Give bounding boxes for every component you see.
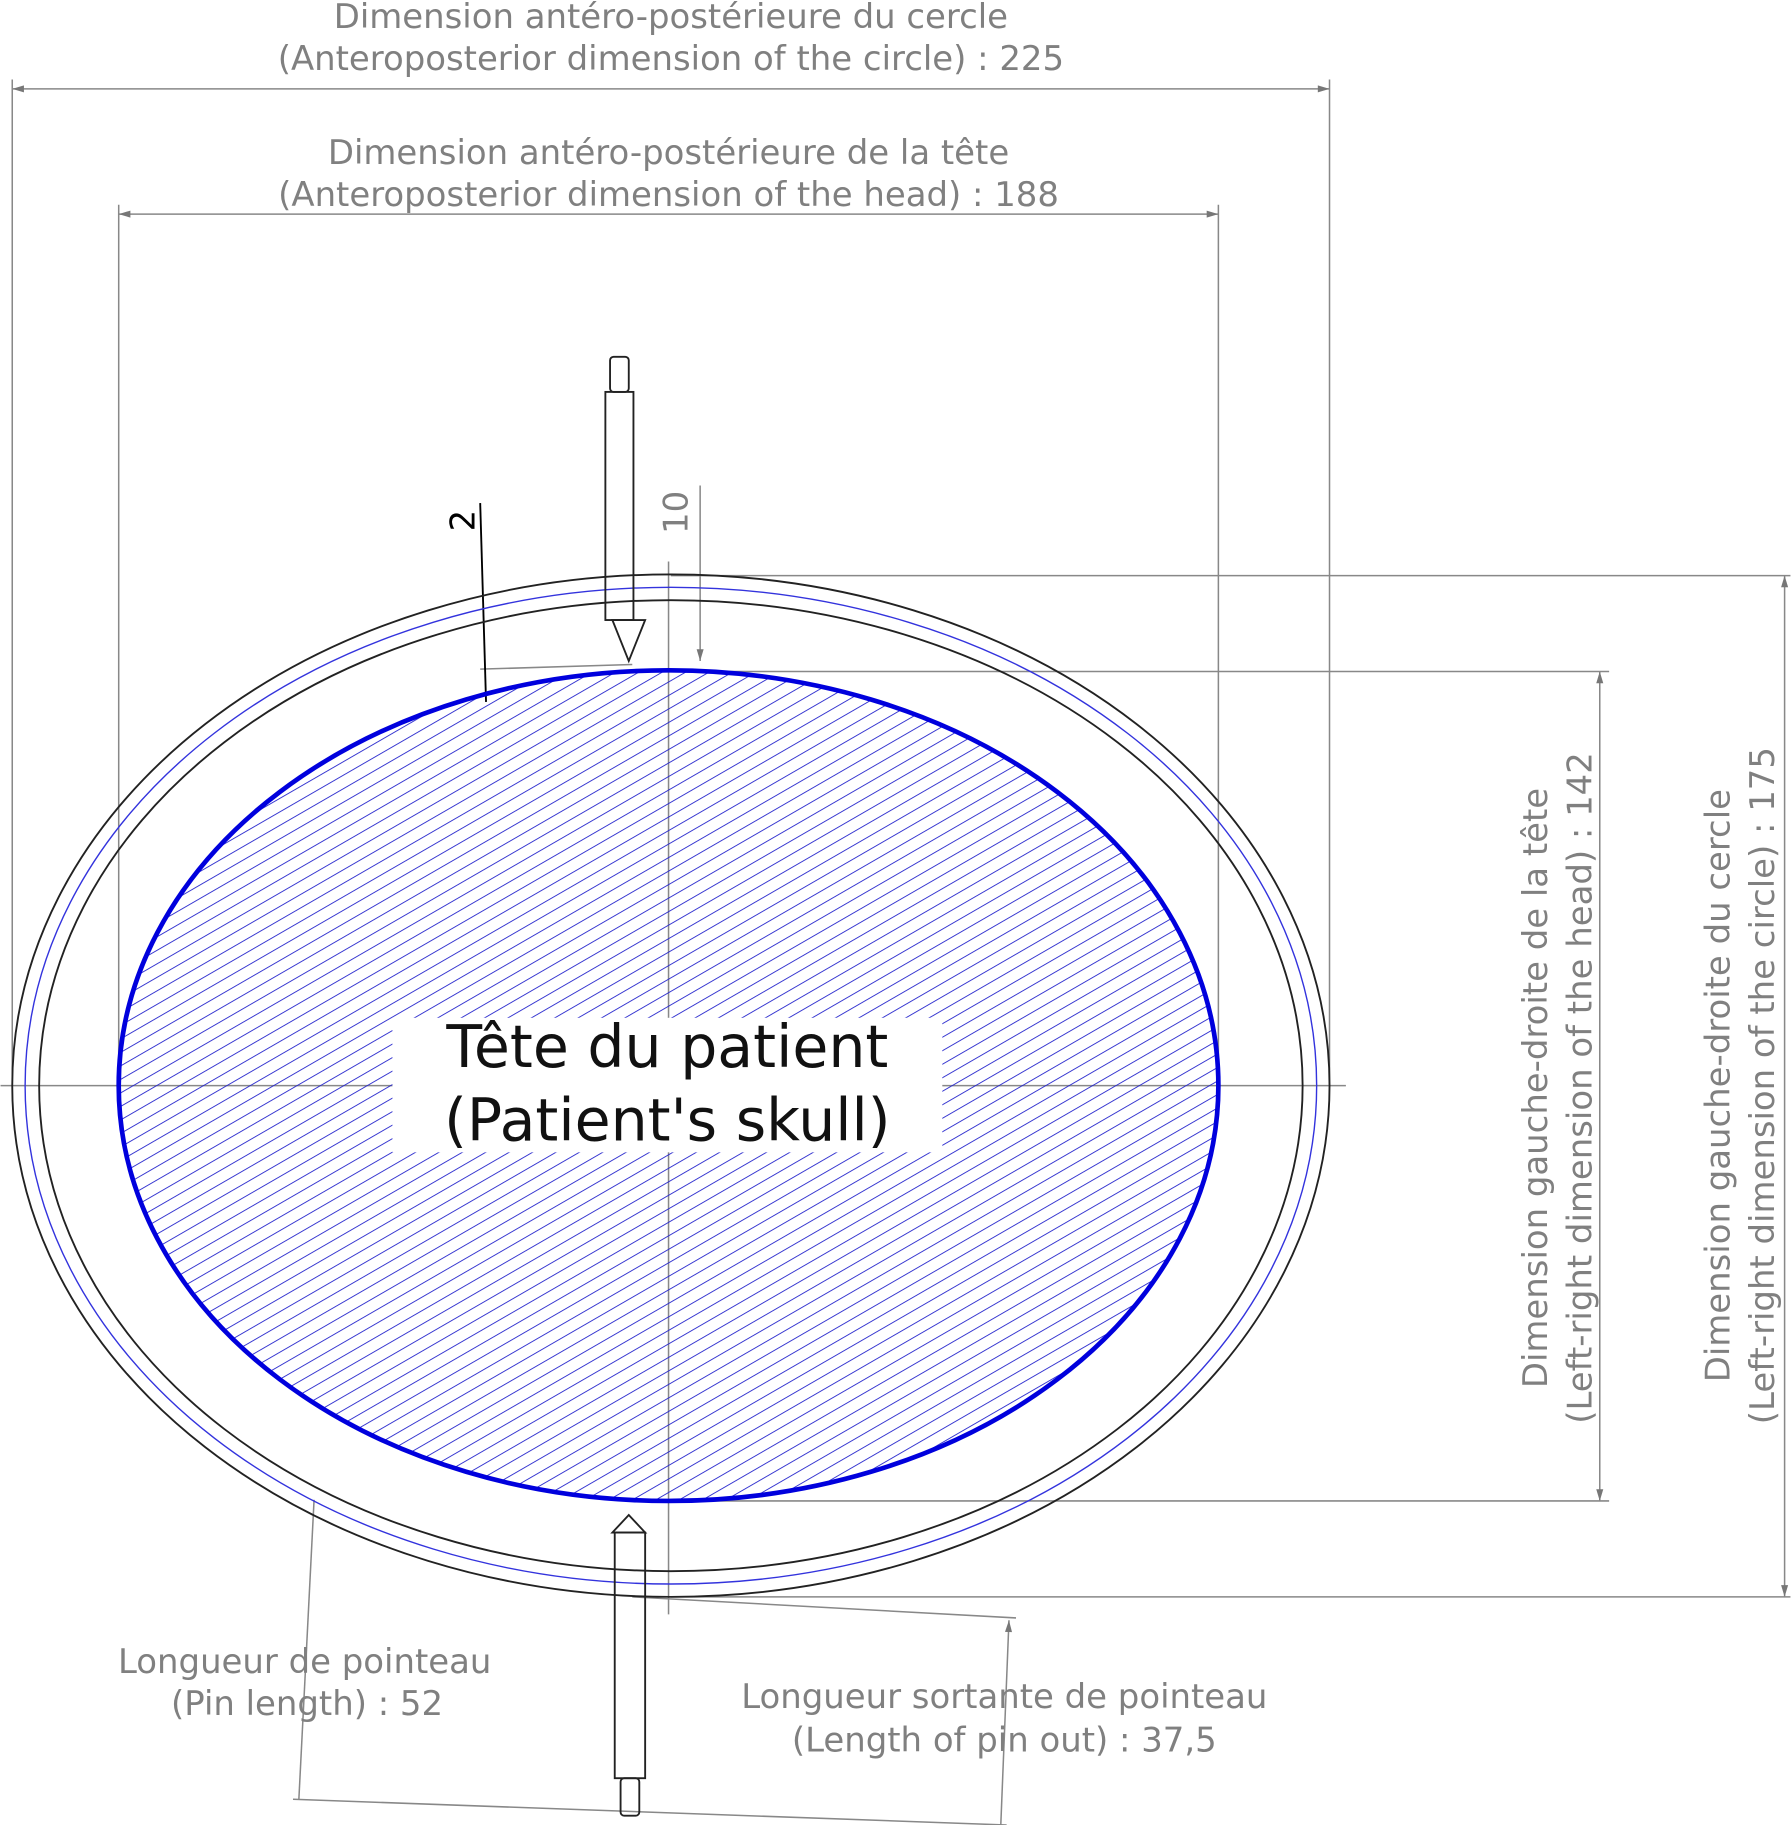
offset-label: 10 — [656, 491, 695, 534]
dimension-label: (Left-right dimension of the head) : 142 — [1561, 752, 1600, 1424]
dimension-label: Dimension gauche-droite du cercle — [1699, 789, 1738, 1382]
gap-label: 2 — [443, 510, 482, 532]
dimension-label: Longueur de pointeau — [118, 1642, 491, 1681]
dimension-label: (Left-right dimension of the circle) : 1… — [1743, 747, 1782, 1424]
pins — [604, 355, 648, 1817]
dimension-label: Dimension gauche-droite de la tête — [1516, 788, 1555, 1388]
head-label: Tête du patient — [445, 1013, 888, 1081]
dimension-label: Longueur sortante de pointeau — [741, 1677, 1267, 1716]
dimension-label: (Pin length) : 52 — [171, 1684, 443, 1723]
head-label: (Patient's skull) — [444, 1087, 891, 1155]
dimension-label: Dimension antéro-postérieure du cercle — [334, 0, 1008, 36]
dimension-label: (Length of pin out) : 37,5 — [792, 1720, 1217, 1759]
dimension-label: (Anteroposterior dimension of the circle… — [278, 39, 1064, 78]
label-background — [392, 1017, 943, 1153]
dimension-label: Dimension antéro-postérieure de la tête — [328, 133, 1009, 172]
frame-ring — [11, 573, 1331, 1598]
dimension-label: (Anteroposterior dimension of the head) … — [278, 175, 1059, 214]
